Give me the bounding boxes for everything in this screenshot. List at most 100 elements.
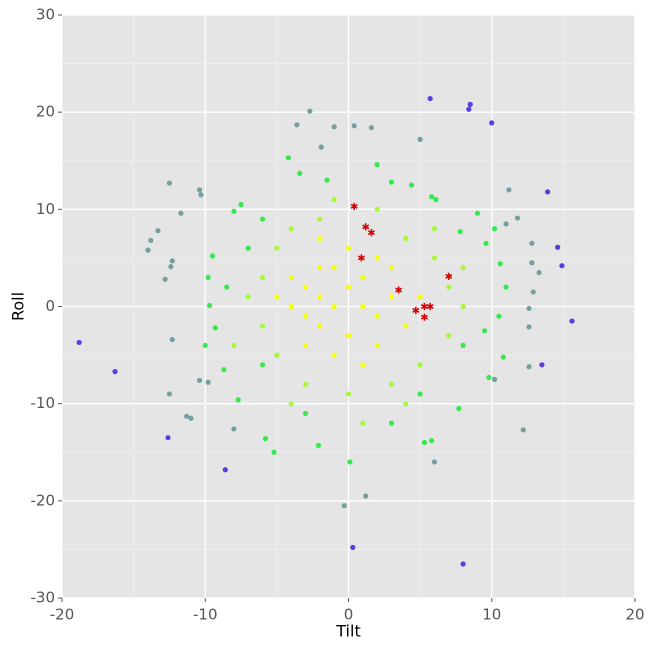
point <box>431 255 438 261</box>
point <box>374 342 380 348</box>
point <box>483 240 489 246</box>
point <box>374 255 380 261</box>
y-axis-label: Roll <box>9 292 28 321</box>
point <box>460 265 466 271</box>
point <box>178 210 184 216</box>
point <box>259 323 266 329</box>
point <box>467 101 473 107</box>
point <box>196 377 203 383</box>
point <box>536 269 542 276</box>
point <box>112 369 118 375</box>
y-tick-label: -20 <box>31 491 56 509</box>
point <box>288 226 294 232</box>
point <box>460 342 466 348</box>
point <box>374 313 380 319</box>
point <box>245 245 251 251</box>
point <box>274 245 280 251</box>
point <box>206 302 213 309</box>
point <box>196 187 203 193</box>
point <box>526 305 532 312</box>
point <box>466 106 472 112</box>
point <box>262 436 269 442</box>
point <box>288 274 294 280</box>
point <box>408 182 415 188</box>
point <box>529 240 535 246</box>
point <box>486 374 492 381</box>
point <box>503 221 509 227</box>
point <box>530 289 536 295</box>
point <box>526 324 532 330</box>
point <box>285 155 291 161</box>
point <box>331 352 337 358</box>
point <box>212 325 218 331</box>
point <box>169 336 175 343</box>
point <box>166 391 173 397</box>
point <box>331 124 337 130</box>
point <box>374 206 380 212</box>
y-tick-label: -10 <box>31 394 56 412</box>
point <box>324 177 330 183</box>
star-point <box>426 302 434 311</box>
x-tick-label: 10 <box>482 606 501 624</box>
y-tick-label: 20 <box>36 103 55 121</box>
point <box>492 376 498 382</box>
point <box>245 294 251 300</box>
point <box>238 201 244 208</box>
point <box>374 162 380 168</box>
point <box>388 179 395 185</box>
point <box>302 342 309 348</box>
point <box>162 276 168 282</box>
point <box>202 342 208 348</box>
point <box>403 401 409 407</box>
point <box>331 197 337 203</box>
point <box>345 333 352 339</box>
point <box>224 284 230 290</box>
point <box>417 136 423 142</box>
point <box>145 247 151 253</box>
point <box>317 265 323 271</box>
point <box>169 258 175 264</box>
point <box>318 144 324 150</box>
y-tick-label: 0 <box>45 297 55 315</box>
point <box>503 284 509 290</box>
point <box>155 228 161 234</box>
point <box>315 442 322 449</box>
point <box>231 342 237 348</box>
point <box>460 303 466 310</box>
point <box>288 401 294 407</box>
point <box>168 264 174 270</box>
point <box>457 229 463 235</box>
x-axis-label: Tilt <box>335 622 360 641</box>
point <box>302 284 309 290</box>
point <box>231 426 237 432</box>
point <box>403 323 409 329</box>
point <box>259 274 266 280</box>
point <box>433 197 439 203</box>
point <box>489 120 495 126</box>
point <box>520 427 526 433</box>
point <box>184 413 190 419</box>
point <box>294 122 300 128</box>
point <box>307 108 313 114</box>
point <box>221 367 227 373</box>
point <box>351 123 357 129</box>
point <box>421 439 428 446</box>
x-tick-label: -10 <box>193 606 218 624</box>
point <box>222 467 228 473</box>
point <box>274 294 280 300</box>
point <box>514 215 521 221</box>
point <box>360 274 366 280</box>
point <box>431 459 438 465</box>
star-point <box>412 306 420 314</box>
point <box>360 420 366 426</box>
point <box>417 362 423 368</box>
point <box>403 235 409 242</box>
point <box>497 261 503 267</box>
point <box>506 187 512 193</box>
star-point <box>367 229 375 237</box>
star-point <box>395 286 403 294</box>
point <box>492 226 498 232</box>
y-tick-label: 30 <box>36 6 55 24</box>
point <box>345 391 352 397</box>
point <box>500 354 506 360</box>
